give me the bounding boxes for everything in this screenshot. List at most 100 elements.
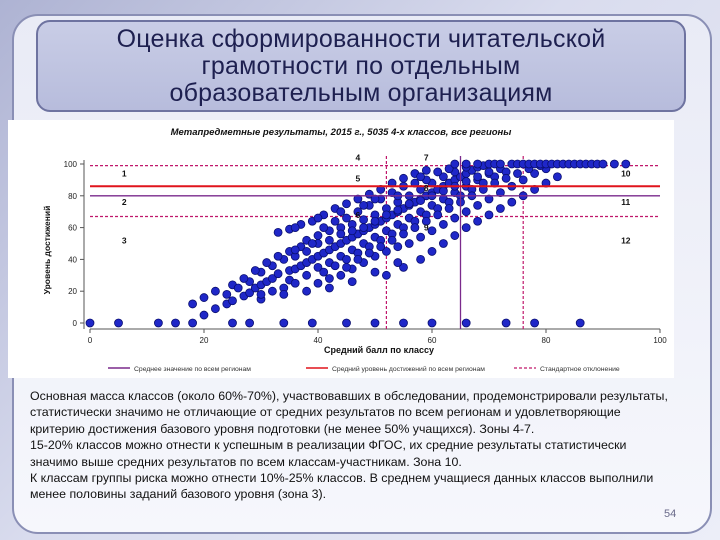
zone-label: 5 [356, 173, 361, 183]
data-point [381, 270, 391, 280]
data-point [461, 223, 471, 232]
data-point [336, 270, 346, 280]
data-point [416, 196, 426, 205]
data-point [399, 229, 408, 239]
data-point [307, 318, 317, 328]
data-point [393, 242, 403, 252]
data-point [381, 210, 391, 220]
data-point [518, 175, 528, 185]
legend-entry-stddev: Стандартное отклонение [540, 366, 620, 373]
data-point [473, 216, 483, 226]
data-point [330, 261, 340, 271]
data-point [416, 172, 426, 182]
data-point [450, 159, 460, 169]
paragraph-risk-group: К классам группы риска можно отнести 10%… [30, 471, 654, 502]
data-point [416, 254, 426, 264]
scatter-chart: Метапредметные результаты, 2015 г., 5035… [42, 127, 667, 373]
zone-label: 10 [621, 169, 631, 179]
y-axis-label: Уровень достижений [42, 206, 52, 295]
data-point [273, 251, 283, 261]
data-point [353, 207, 363, 217]
slide-title: Оценка сформированности читательской гра… [116, 24, 606, 107]
data-point [610, 159, 619, 169]
data-point [438, 186, 448, 196]
x-tick-label: 20 [200, 336, 209, 345]
data-point [313, 213, 323, 223]
data-point [353, 254, 363, 264]
zone-label: 2 [122, 197, 127, 207]
data-point [501, 173, 511, 183]
data-point [188, 299, 198, 309]
data-point [473, 159, 483, 169]
data-point [495, 188, 505, 198]
data-point [233, 283, 243, 293]
data-point [171, 318, 180, 328]
data-point [461, 207, 471, 217]
data-point [85, 318, 95, 328]
data-point [336, 229, 346, 239]
data-point [427, 226, 437, 236]
zone-label: 8 [424, 183, 429, 193]
data-point [290, 245, 300, 255]
data-point [370, 267, 380, 277]
data-point [324, 235, 334, 245]
data-point [114, 318, 123, 328]
paragraph-successful: 15-20% классов можно отнести к успешным … [30, 438, 627, 469]
data-point [513, 169, 522, 178]
data-point [324, 283, 334, 293]
data-point [153, 318, 163, 328]
data-point [222, 289, 232, 299]
data-point [279, 289, 289, 299]
data-point [342, 213, 351, 223]
data-point [438, 172, 448, 182]
data-point [393, 205, 403, 215]
data-point [387, 235, 397, 245]
data-point [433, 210, 443, 220]
data-point [410, 223, 420, 232]
data-point [427, 247, 437, 256]
data-point [267, 286, 277, 296]
data-point [461, 318, 471, 328]
x-tick-label: 80 [542, 336, 551, 345]
data-point [319, 267, 329, 277]
data-point [290, 223, 300, 232]
chart-title: Метапредметные результаты, 2015 г., 5035… [171, 127, 512, 138]
data-point [347, 277, 357, 287]
data-point [501, 318, 511, 328]
data-point [370, 318, 380, 328]
data-point [347, 226, 357, 236]
data-point [381, 247, 391, 256]
data-point [262, 258, 272, 267]
data-point [267, 274, 277, 283]
x-tick-label: 40 [314, 336, 323, 345]
data-point [199, 310, 209, 320]
data-point [313, 262, 323, 272]
page-number: 54 [664, 508, 677, 520]
data-point [210, 304, 220, 314]
data-point [364, 248, 374, 258]
data-point [376, 242, 386, 252]
data-point [228, 296, 237, 306]
data-point [399, 262, 408, 272]
data-point [359, 223, 369, 232]
data-point [598, 159, 608, 169]
data-point [404, 199, 414, 209]
data-point [342, 254, 351, 264]
data-point [461, 159, 471, 169]
data-point [313, 278, 323, 288]
data-point [530, 318, 539, 328]
data-point [473, 200, 483, 210]
y-tick-label: 80 [68, 192, 77, 201]
data-point [370, 194, 380, 204]
data-point [228, 318, 237, 328]
title-box: Оценка сформированности читательской гра… [36, 20, 686, 112]
y-tick-label: 0 [73, 319, 78, 328]
y-tick-label: 100 [64, 160, 78, 169]
data-point [484, 167, 494, 177]
data-point [530, 169, 539, 178]
data-point [427, 318, 437, 328]
data-point [399, 318, 408, 328]
data-point [250, 266, 260, 275]
data-point [444, 204, 454, 213]
x-tick-label: 60 [428, 336, 437, 345]
